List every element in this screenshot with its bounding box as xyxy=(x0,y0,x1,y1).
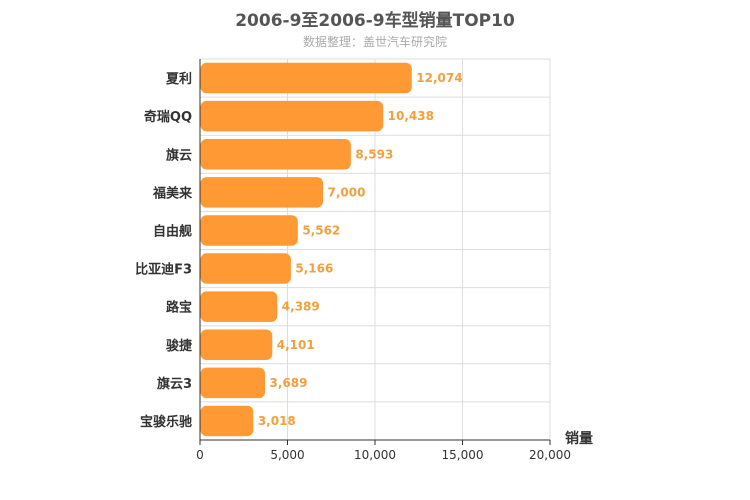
category-label: 福美来 xyxy=(152,185,193,201)
data-label: 10,438 xyxy=(388,109,434,123)
category-label: 自由舰 xyxy=(153,223,192,239)
bar xyxy=(200,62,412,94)
data-label: 4,101 xyxy=(277,338,315,352)
bar xyxy=(200,291,278,322)
data-label: 5,166 xyxy=(295,262,333,276)
category-label: 夏利 xyxy=(165,71,192,87)
data-label: 8,593 xyxy=(355,147,393,161)
category-label: 比亚迪F3 xyxy=(135,262,192,278)
chart-title: 2006-9至2006-9车型销量TOP10 xyxy=(235,11,515,31)
x-axis-title: 销量 xyxy=(565,430,593,447)
category-label: 奇瑞QQ xyxy=(144,109,192,125)
data-label: 5,562 xyxy=(302,223,340,237)
x-tick-label: 0 xyxy=(196,448,204,462)
data-label: 12,074 xyxy=(416,71,462,85)
category-label: 路宝 xyxy=(166,300,192,316)
bar xyxy=(200,329,273,360)
bar xyxy=(200,177,323,208)
data-label: 3,018 xyxy=(258,414,296,428)
x-tick-label: 20,000 xyxy=(529,448,571,462)
category-label: 旗云3 xyxy=(157,376,192,392)
category-label: 骏捷 xyxy=(166,338,193,354)
chart-subtitle: 数据整理：盖世汽车研究院 xyxy=(302,35,447,49)
bar xyxy=(200,139,351,170)
x-tick-label: 10,000 xyxy=(354,448,396,462)
data-label: 3,689 xyxy=(270,376,308,390)
category-label: 宝骏乐驰 xyxy=(140,414,192,430)
x-tick-label: 5,000 xyxy=(270,448,304,462)
data-label: 4,389 xyxy=(282,300,320,314)
bar xyxy=(200,215,298,246)
x-tick-label: 15,000 xyxy=(442,448,484,462)
bar xyxy=(200,367,266,399)
category-label: 旗云 xyxy=(166,147,192,163)
bar xyxy=(200,253,291,284)
bar xyxy=(200,100,384,132)
bar xyxy=(200,405,254,437)
data-label: 7,000 xyxy=(328,185,366,199)
